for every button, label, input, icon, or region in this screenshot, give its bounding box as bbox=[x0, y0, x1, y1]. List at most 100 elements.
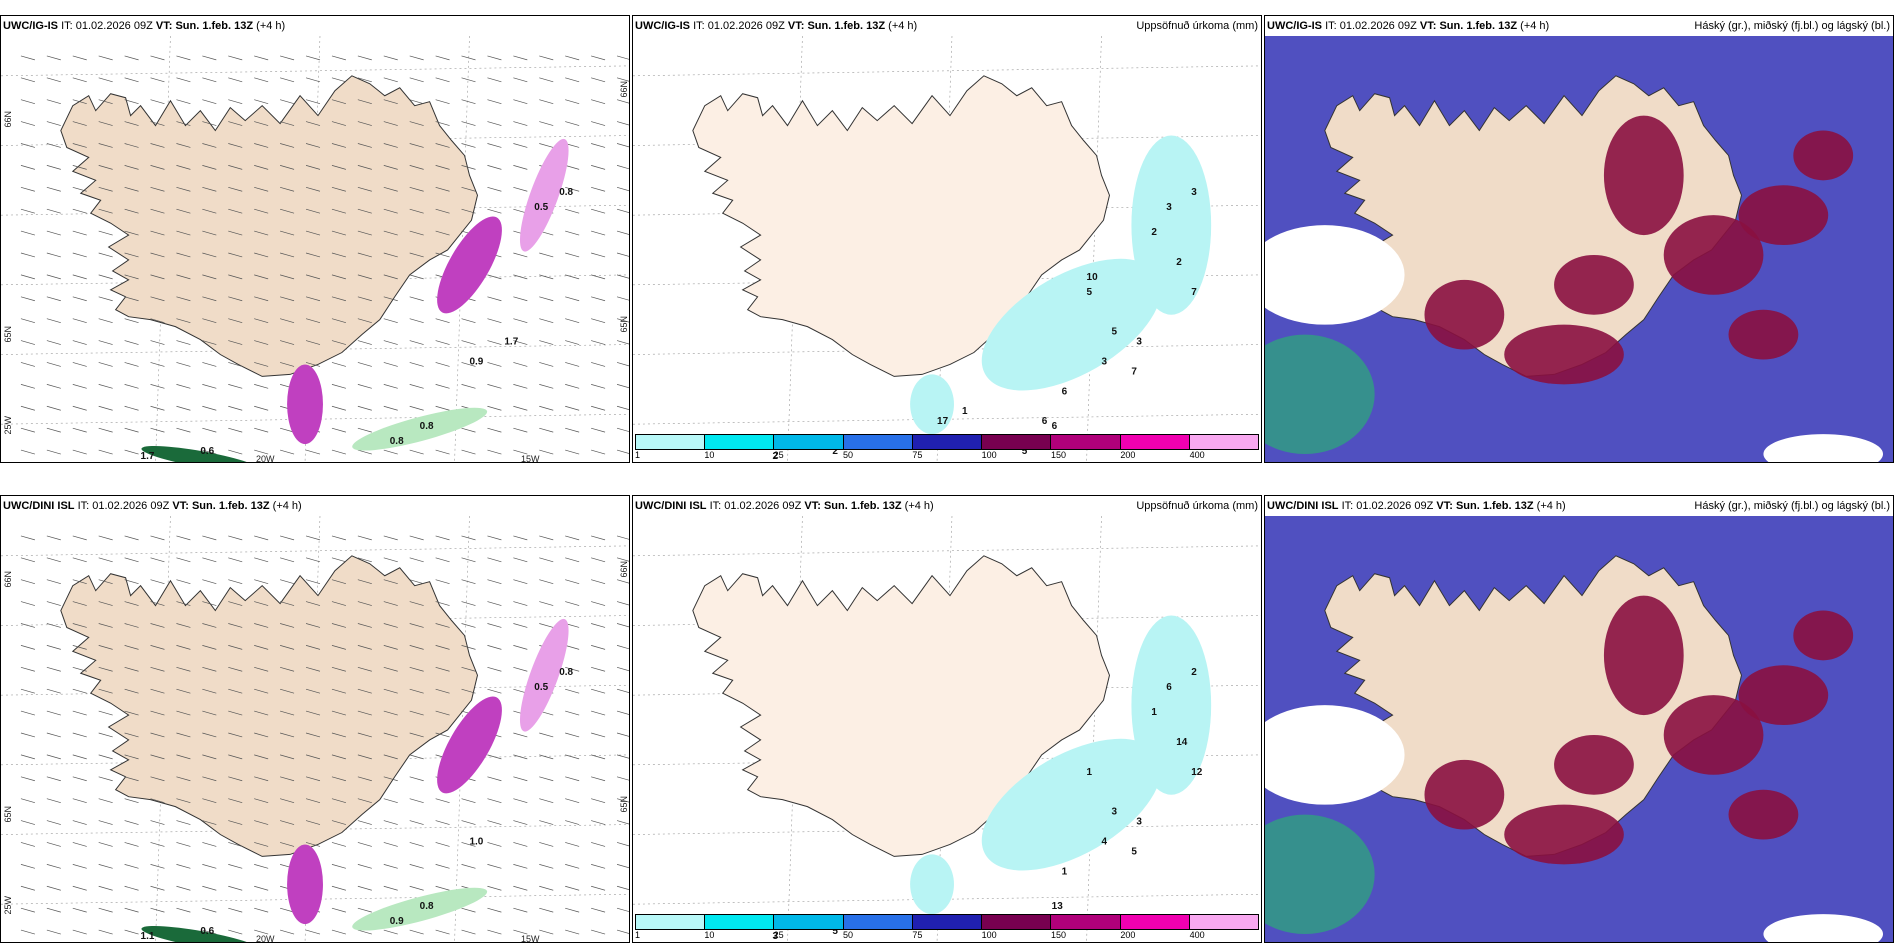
wind-barb bbox=[254, 449, 269, 455]
wind-barb bbox=[46, 754, 61, 760]
wind-barb bbox=[46, 645, 61, 650]
value-label: 2 bbox=[773, 451, 779, 462]
wind-barb bbox=[357, 798, 372, 803]
wind-barb bbox=[616, 842, 629, 847]
panel-accum-precip-igis: UWC/IG-IS IT: 01.02.2026 09Z VT: Sun. 1.… bbox=[632, 15, 1262, 463]
wind-barb bbox=[202, 776, 217, 782]
wind-barb bbox=[228, 230, 243, 236]
wind-barb bbox=[228, 362, 243, 367]
wind-barb bbox=[616, 710, 629, 715]
high-cloud-area bbox=[1663, 215, 1764, 295]
vt-value: Sun. 1.feb. 13Z bbox=[191, 500, 270, 512]
wind-barb bbox=[539, 77, 554, 83]
value-label: 3 bbox=[1102, 356, 1108, 367]
wind-barb bbox=[383, 296, 398, 302]
wind-barb bbox=[280, 645, 295, 650]
wind-barb bbox=[357, 449, 372, 455]
wind-barb bbox=[202, 252, 217, 258]
wind-barb bbox=[539, 557, 554, 563]
colorbar-swatch bbox=[843, 435, 913, 449]
wind-barb bbox=[46, 99, 61, 105]
wind-barb bbox=[539, 798, 554, 803]
wind-barb bbox=[254, 885, 269, 891]
wind-barb bbox=[46, 535, 61, 541]
wind-barb bbox=[20, 864, 35, 869]
wind-barb bbox=[591, 77, 606, 83]
wind-barb bbox=[591, 776, 606, 782]
map-area[interactable] bbox=[1265, 36, 1893, 462]
map-area[interactable]: 0.6 1.7 0.8 0.8 0.9 0.5 0.8 1.7 bbox=[1, 36, 629, 462]
high-cloud-area bbox=[1728, 309, 1799, 360]
wind-barb bbox=[72, 798, 87, 803]
wind-barb bbox=[98, 384, 113, 389]
map-area[interactable]: 5310134623311141251 bbox=[633, 516, 1261, 942]
wind-barb bbox=[565, 340, 580, 345]
wind-barb bbox=[72, 296, 87, 302]
wind-barb bbox=[202, 929, 217, 935]
wind-barb bbox=[461, 929, 476, 935]
wind-barb bbox=[616, 230, 629, 235]
wind-barb bbox=[20, 579, 35, 585]
wind-barb bbox=[72, 776, 87, 782]
wind-barb bbox=[487, 165, 502, 170]
wind-barb bbox=[487, 623, 502, 628]
wind-barb bbox=[357, 710, 372, 716]
wind-barb bbox=[591, 449, 606, 455]
wind-barb bbox=[150, 362, 165, 367]
wind-barb bbox=[20, 318, 35, 323]
wind-barb bbox=[565, 907, 580, 913]
wind-barb bbox=[435, 318, 450, 323]
wind-barb bbox=[228, 535, 243, 541]
wind-barb bbox=[487, 274, 502, 280]
wind-barb bbox=[20, 645, 35, 650]
wind-barb bbox=[409, 143, 424, 148]
colorbar-swatch bbox=[774, 915, 844, 929]
model-name: UWC/IG-IS bbox=[3, 20, 58, 32]
wind-barb bbox=[331, 405, 346, 411]
graticule-line bbox=[1, 545, 629, 557]
wind-barb bbox=[98, 143, 113, 148]
wind-barb bbox=[409, 318, 424, 323]
wind-barb bbox=[591, 362, 606, 367]
wind-barb bbox=[305, 208, 321, 214]
wind-barb bbox=[513, 318, 528, 323]
wind-barb bbox=[409, 820, 424, 825]
high-cloud-area bbox=[1728, 789, 1799, 840]
it-label: IT: bbox=[1341, 500, 1354, 512]
wind-barb bbox=[616, 907, 629, 912]
wind-barb bbox=[254, 405, 269, 411]
axis-label-lon: 15W bbox=[521, 934, 540, 943]
wind-barb bbox=[202, 362, 217, 367]
wind-barb bbox=[305, 579, 321, 585]
wind-barb bbox=[331, 820, 346, 825]
wind-barb bbox=[513, 732, 528, 738]
value-label: 0.9 bbox=[470, 356, 484, 367]
wind-barb bbox=[124, 645, 139, 650]
vt-label: VT: bbox=[172, 500, 189, 512]
wind-barb bbox=[383, 535, 398, 541]
map-area[interactable]: 2246333355227766510117 bbox=[633, 36, 1261, 462]
wind-barb bbox=[202, 230, 217, 236]
wind-barb bbox=[383, 623, 398, 628]
wind-barb bbox=[228, 296, 243, 302]
wind-barb bbox=[176, 427, 191, 433]
wind-barb bbox=[150, 340, 165, 345]
wind-barb bbox=[72, 384, 87, 389]
wind-barb bbox=[331, 252, 346, 258]
wind-barb bbox=[280, 776, 295, 782]
wind-barb bbox=[46, 929, 61, 935]
wind-barb bbox=[591, 645, 606, 650]
field-title: Háský (gr.), miðský (fj.bl.) og lágský (… bbox=[1694, 20, 1890, 32]
map-canvas bbox=[1265, 516, 1893, 942]
wind-barb bbox=[228, 252, 243, 258]
wind-barb bbox=[202, 798, 217, 803]
vt-value: Sun. 1.feb. 13Z bbox=[807, 20, 886, 32]
graticule-line bbox=[454, 516, 470, 942]
wind-barb bbox=[616, 601, 629, 606]
wind-barb bbox=[383, 710, 398, 716]
map-area[interactable]: 0.6 1.1 0.9 0.8 1.0 0.5 0.8 bbox=[1, 516, 629, 942]
axis-label-lat: 65N bbox=[619, 316, 629, 333]
high-cloud-area bbox=[1554, 254, 1634, 315]
colorbar-tick-label: 25 bbox=[773, 450, 784, 460]
map-area[interactable] bbox=[1265, 516, 1893, 942]
